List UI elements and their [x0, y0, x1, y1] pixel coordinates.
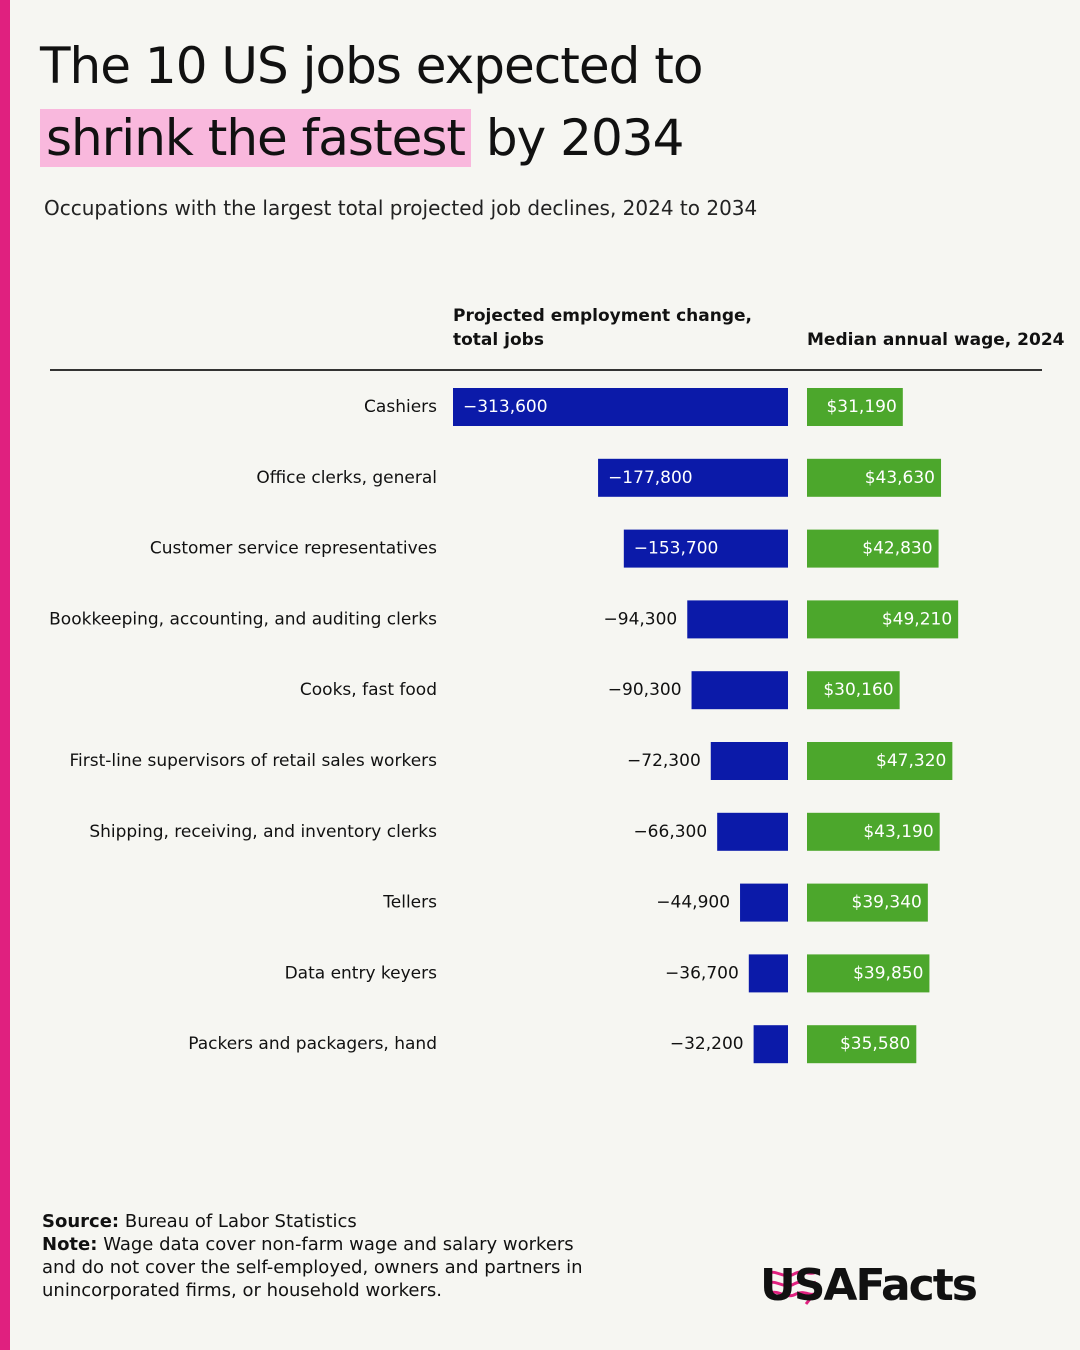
value-label: −72,300: [627, 751, 701, 771]
value-label: −66,300: [633, 822, 707, 842]
bar: [598, 458, 788, 497]
bar: [807, 812, 940, 851]
category-label: Cashiers: [364, 397, 437, 417]
category-label: Data entry keyers: [285, 963, 438, 983]
note-text: Wage data cover non-farm wage and salary…: [42, 1234, 583, 1301]
source-text: Bureau of Labor Statistics: [124, 1211, 357, 1232]
bar: [807, 529, 939, 568]
subtitle: Occupations with the largest total proje…: [44, 196, 758, 220]
bar: [807, 600, 959, 639]
bar: [687, 600, 788, 639]
value-label: $31,190: [826, 397, 896, 417]
value-label: −36,700: [665, 963, 739, 983]
bar: [710, 742, 788, 780]
bar: [740, 883, 788, 922]
value-label: −90,300: [608, 680, 682, 700]
accent-strip: [0, 0, 10, 1350]
bar: [807, 458, 942, 497]
bar: [807, 742, 953, 780]
bar: [453, 388, 788, 426]
value-label: $43,630: [865, 468, 935, 488]
bar: [691, 671, 788, 710]
column-header: Median annual wage, 2024: [807, 330, 1065, 350]
category-label: First-line supervisors of retail sales w…: [69, 751, 437, 771]
value-label: $30,160: [823, 680, 893, 700]
value-label: $49,210: [882, 609, 952, 629]
value-label: $43,190: [863, 822, 933, 842]
logo: USAFacts: [760, 1260, 978, 1311]
value-label: −313,600: [463, 397, 548, 417]
source: Source: Bureau of Labor Statistics: [42, 1210, 602, 1233]
category-label: Tellers: [382, 893, 437, 913]
bar: [807, 671, 900, 710]
category-label: Cooks, fast food: [300, 680, 437, 700]
bar: [807, 954, 930, 993]
category-label: Packers and packagers, hand: [188, 1034, 437, 1054]
value-label: −177,800: [608, 468, 693, 488]
category-label: Shipping, receiving, and inventory clerk…: [89, 822, 437, 842]
value-label: −44,900: [656, 893, 730, 913]
title-end: by 2034: [485, 109, 684, 167]
value-label: −94,300: [604, 609, 678, 629]
bar: [807, 1025, 917, 1064]
value-label: $35,580: [840, 1034, 910, 1054]
value-label: −32,200: [670, 1034, 744, 1054]
value-label: $42,830: [862, 539, 932, 559]
source-label: Source:: [42, 1211, 120, 1232]
value-label: $39,340: [852, 893, 922, 913]
value-label: −153,700: [634, 539, 719, 559]
logo-icon: [765, 1270, 817, 1305]
bar: [623, 529, 788, 568]
title-highlight: shrink the fastest: [40, 109, 471, 167]
title: The 10 US jobs expected to shrink the fas…: [40, 30, 940, 174]
column-header: Projected employment change, total jobs: [453, 306, 753, 350]
value-label: $47,320: [876, 751, 946, 771]
footer: Source: Bureau of Labor Statistics Note:…: [42, 1210, 602, 1302]
chart: Cashiers Office clerks, general Customer s…: [49, 369, 1042, 1064]
bar: [748, 954, 788, 993]
note-label: Note:: [42, 1234, 98, 1255]
bar: [753, 1025, 788, 1064]
value-label: $39,850: [853, 963, 923, 983]
category-label: Customer service representatives: [150, 539, 437, 559]
category-label: Office clerks, general: [256, 468, 437, 488]
bar: [807, 388, 903, 426]
bar: [717, 812, 788, 851]
note: Note: Wage data cover non-farm wage and …: [42, 1233, 602, 1302]
bar: [807, 883, 928, 922]
category-label: Bookkeeping, accounting, and auditing cl…: [49, 609, 437, 629]
title-start: The 10 US jobs expected to: [40, 37, 703, 95]
